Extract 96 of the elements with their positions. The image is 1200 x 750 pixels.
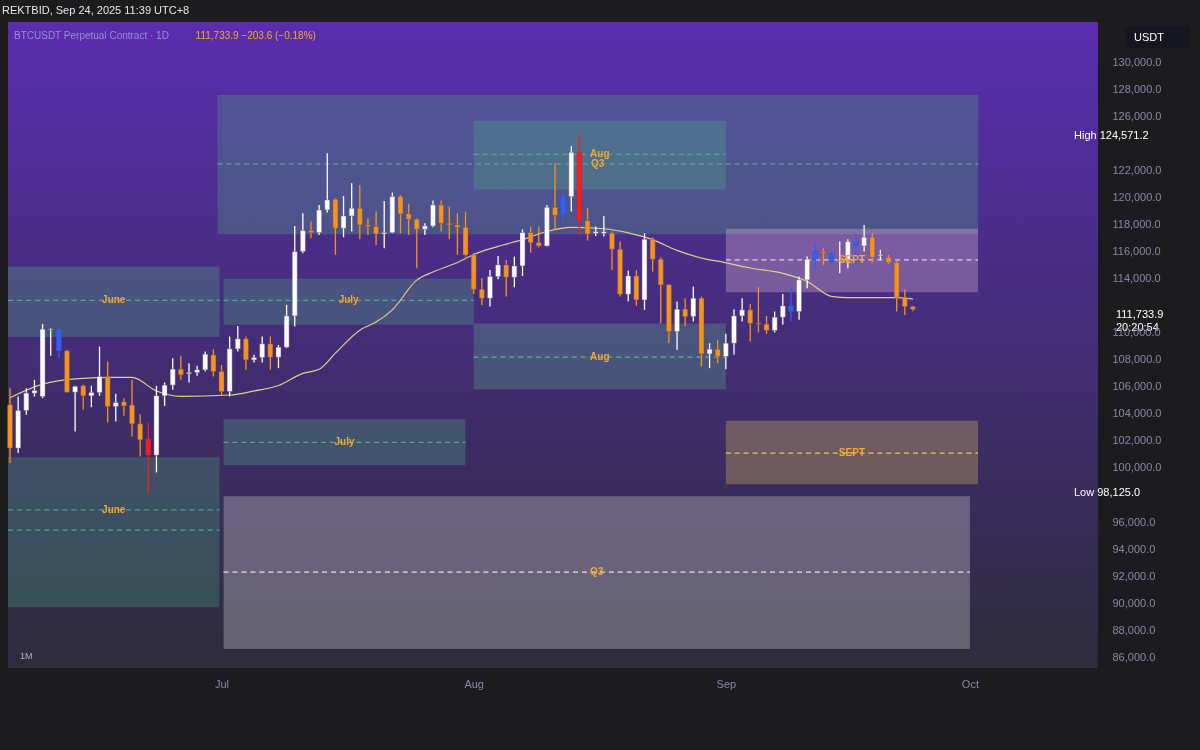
line-series	[9, 226, 914, 399]
candlestick	[788, 287, 794, 323]
x-tick-label: Aug	[464, 677, 484, 690]
candlestick	[495, 255, 501, 280]
y-tick-label: 116,000.0	[1112, 245, 1161, 258]
candlestick	[601, 215, 607, 238]
candlestick	[381, 200, 387, 249]
candlestick	[560, 192, 566, 223]
y-tick-label: 126,000.0	[1112, 110, 1162, 123]
candlestick	[690, 285, 697, 323]
x-tick-label: Jul	[214, 677, 230, 690]
candlestick	[780, 293, 786, 326]
series-label: June	[102, 503, 126, 515]
text: REKTBID, Sep 24, 2025 11:39 UTC+8	[2, 4, 190, 16]
candlestick	[348, 182, 355, 233]
series-label: Aug	[590, 351, 610, 363]
candlestick	[365, 217, 371, 236]
candlestick	[446, 205, 452, 240]
candlestick	[715, 339, 721, 364]
y-tick-label: 114,000.0	[1112, 272, 1161, 285]
candlestick	[861, 224, 867, 253]
annotation: High 124,571.2	[1074, 128, 1149, 141]
y-tick-label: 100,000.0	[1112, 461, 1162, 474]
candlestick	[113, 393, 119, 423]
candlestick	[80, 384, 86, 411]
candlestick	[739, 297, 745, 323]
candlestick	[422, 222, 428, 236]
candlestick	[625, 269, 631, 303]
series-label: Aug	[590, 148, 610, 160]
y-tick-label: 96,000.0	[1112, 515, 1156, 528]
text: BTCUSDT Perpetual Contract · 1D	[14, 30, 169, 41]
y-axis-title: USDT	[1134, 30, 1165, 43]
x-tick-label: Oct	[961, 677, 979, 690]
y-tick-label: 128,000.0	[1112, 83, 1162, 96]
series-label: July	[338, 294, 360, 306]
candlestick	[129, 379, 135, 438]
annotation: 1M	[20, 651, 33, 661]
candlestick	[48, 327, 54, 357]
candlestick	[812, 242, 819, 270]
y-tick-label: 94,000.0	[1112, 542, 1156, 555]
candlestick	[487, 269, 493, 308]
annotation: Low 98,125.0	[1074, 486, 1141, 499]
candlestick	[357, 184, 363, 240]
candlestick	[178, 355, 184, 381]
candlestick	[137, 413, 143, 458]
candlestick	[235, 325, 241, 353]
candlestick	[194, 365, 200, 377]
candlestick	[373, 210, 379, 246]
y-tick-label: 102,000.0	[1112, 434, 1162, 447]
candlestick	[56, 327, 62, 359]
candlestick	[682, 297, 688, 328]
series-label: Q3	[591, 157, 605, 169]
candlestick	[267, 335, 274, 371]
candlestick	[316, 204, 322, 236]
candlestick	[145, 421, 152, 494]
candlestick	[723, 333, 729, 370]
candlestick	[414, 217, 420, 269]
candlestick	[902, 288, 908, 316]
y-tick-label: 90,000.0	[1112, 596, 1156, 609]
y-tick-label: 122,000.0	[1112, 164, 1162, 177]
candlestick	[72, 385, 78, 433]
candlestick	[479, 277, 485, 306]
candlestick	[747, 303, 753, 343]
y-tick-label: 118,000.0	[1112, 218, 1161, 231]
series-label: SEPT	[838, 447, 865, 459]
candlestick	[430, 199, 436, 228]
candlestick	[202, 350, 208, 373]
y-tick-label: 120,000.0	[1112, 191, 1162, 204]
candlestick	[186, 362, 192, 384]
y-tick-label: 104,000.0	[1112, 407, 1162, 420]
series-label: July	[334, 436, 355, 448]
series-label: June	[102, 294, 126, 306]
candlestick	[609, 230, 615, 271]
candlestick	[674, 300, 680, 351]
y-tick-label: 130,000.0	[1112, 56, 1162, 69]
y-tick-label: 88,000.0	[1112, 623, 1156, 636]
y-tick-label: 92,000.0	[1112, 569, 1156, 582]
candlestick	[771, 310, 778, 334]
candlestick	[308, 220, 314, 239]
x-tick-label: Sep	[716, 677, 737, 690]
text: 111,733.9 −203.6 (−0.18%)	[195, 30, 316, 41]
candlestick	[300, 212, 306, 254]
candlestick	[121, 397, 127, 417]
candlestick	[804, 255, 810, 289]
candlestick	[259, 335, 265, 364]
candlestick	[552, 162, 558, 231]
candlestick	[324, 152, 330, 214]
candlestick	[243, 335, 249, 371]
candlestick	[503, 259, 509, 298]
y-tick-label: 108,000.0	[1112, 353, 1162, 366]
y-tick-label: 86,000.0	[1112, 650, 1156, 663]
candlestick	[170, 357, 176, 391]
candlestick	[438, 199, 444, 233]
y-tick-label: 106,000.0	[1112, 380, 1162, 393]
candlestick	[869, 232, 875, 264]
candlestick	[23, 387, 29, 416]
